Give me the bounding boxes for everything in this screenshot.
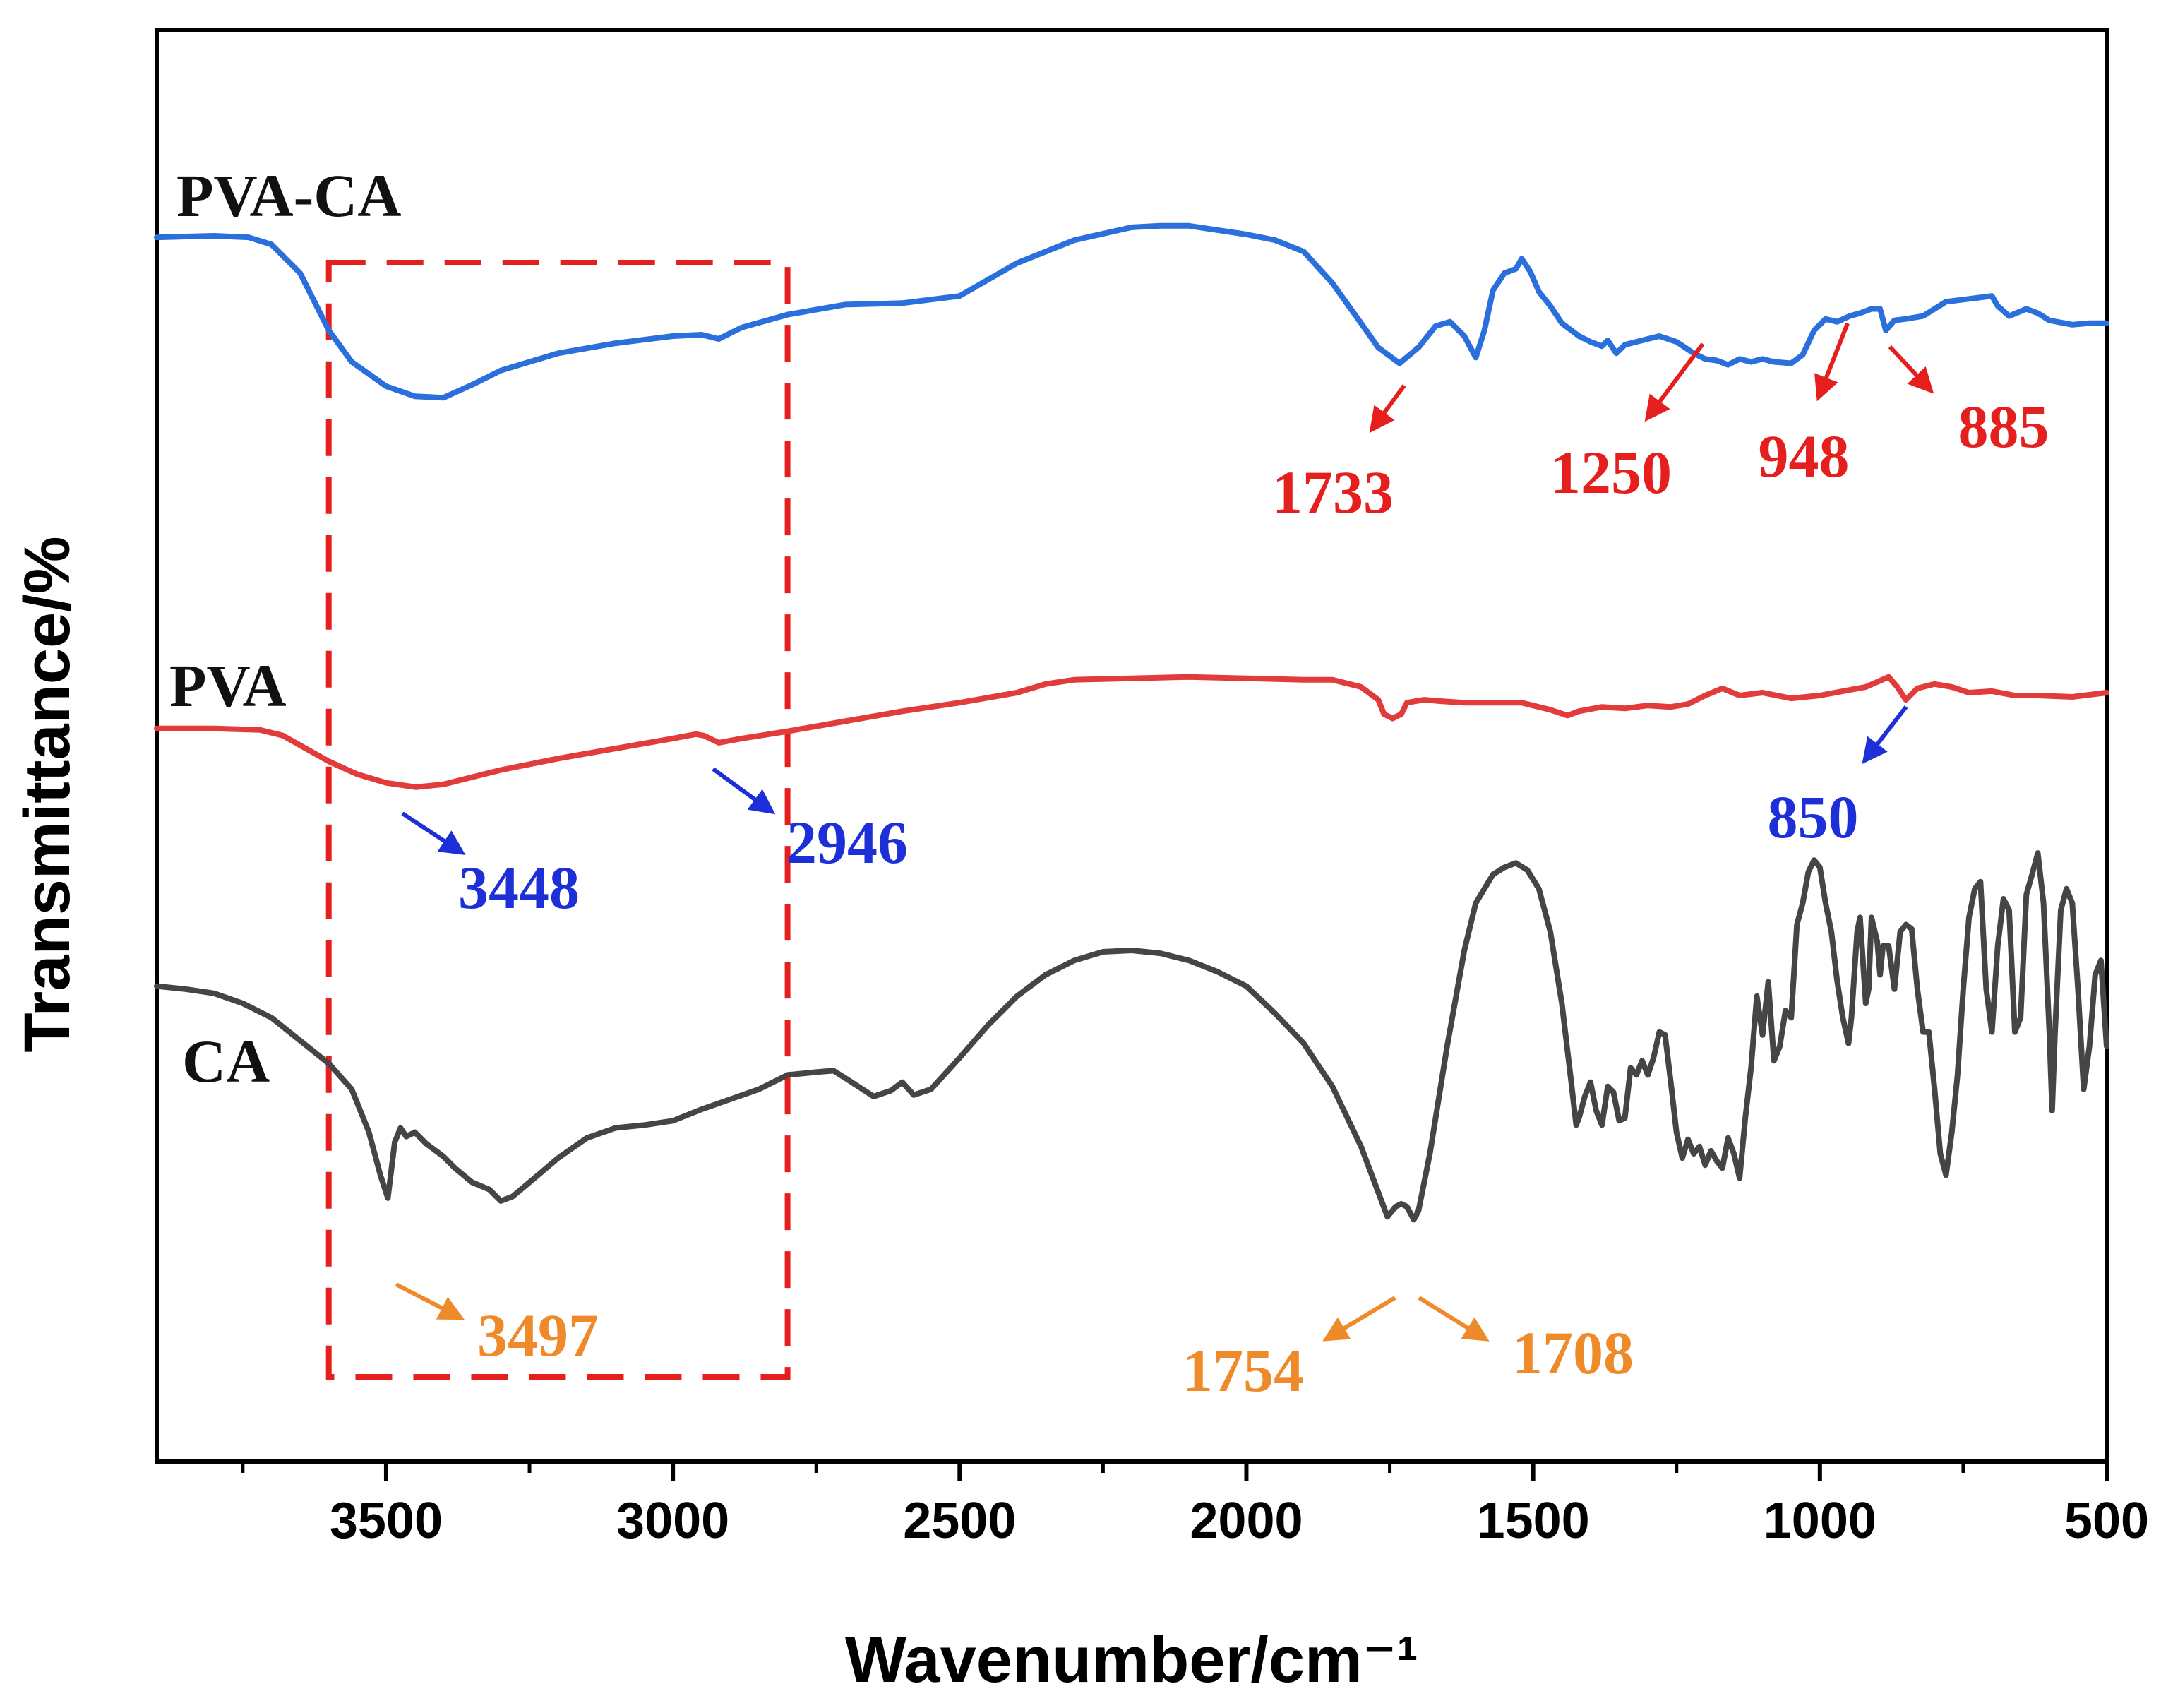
annotation-arrow bbox=[1369, 384, 1406, 434]
series-line-pva bbox=[154, 674, 2109, 790]
x-axis-ticks: 3500 3000 2500 2000 1500 1000 500 bbox=[241, 1462, 2149, 1549]
annotation-arrow bbox=[1322, 1296, 1396, 1342]
annotation-arrow bbox=[712, 767, 776, 815]
x-tick-label: 2000 bbox=[1190, 1493, 1303, 1549]
plot-frame bbox=[155, 28, 2109, 1464]
annotation-label: 850 bbox=[1768, 783, 1859, 851]
annotation-arrow bbox=[1862, 705, 1908, 765]
x-tick-label: 2500 bbox=[903, 1493, 1016, 1549]
annotation-arrow bbox=[401, 811, 466, 855]
x-tick-label: 1500 bbox=[1477, 1493, 1590, 1549]
series-layer bbox=[154, 222, 2109, 1223]
series-line-pva-ca bbox=[154, 222, 2109, 401]
annotation-label: 1733 bbox=[1272, 458, 1394, 526]
x-tick-label: 1000 bbox=[1764, 1493, 1876, 1549]
x-axis-title: Wavenumber/cm⁻¹ bbox=[845, 1624, 1418, 1696]
annotation-label: 1250 bbox=[1550, 438, 1672, 506]
annotation-label: 3497 bbox=[477, 1301, 599, 1369]
annotation-label: 3448 bbox=[458, 854, 580, 921]
annotation-label: 948 bbox=[1759, 422, 1850, 490]
series-label-pva-ca: PVA-CA bbox=[176, 162, 402, 229]
y-axis-title: Transmittance/% bbox=[11, 536, 83, 1052]
highlight-region-layer bbox=[325, 260, 791, 1380]
annotation-label: 1708 bbox=[1512, 1319, 1634, 1387]
annotation-label: 885 bbox=[1958, 393, 2049, 460]
annotation-arrow bbox=[1814, 322, 1850, 402]
annotation-arrow bbox=[1644, 342, 1705, 422]
annotation-label: 2946 bbox=[786, 808, 908, 876]
annotation-label: 1754 bbox=[1183, 1337, 1304, 1404]
series-line-ca bbox=[154, 850, 2109, 1223]
annotation-arrow bbox=[1888, 345, 1934, 394]
x-tick-label: 500 bbox=[2064, 1493, 2149, 1549]
annotation-layer: 1733 1250 948 885 3448 2946 850 3497 1754 1708 bbox=[395, 322, 2049, 1404]
x-tick-label: 3500 bbox=[330, 1493, 443, 1549]
series-label-ca: CA bbox=[182, 1027, 270, 1095]
series-labels: PVA-CA PVA CA bbox=[169, 162, 402, 1095]
x-tick-label: 3000 bbox=[616, 1493, 729, 1549]
highlight-region-box bbox=[325, 260, 791, 1380]
annotation-arrow bbox=[395, 1282, 465, 1320]
annotation-arrow bbox=[1418, 1296, 1490, 1342]
series-label-pva: PVA bbox=[169, 652, 287, 719]
